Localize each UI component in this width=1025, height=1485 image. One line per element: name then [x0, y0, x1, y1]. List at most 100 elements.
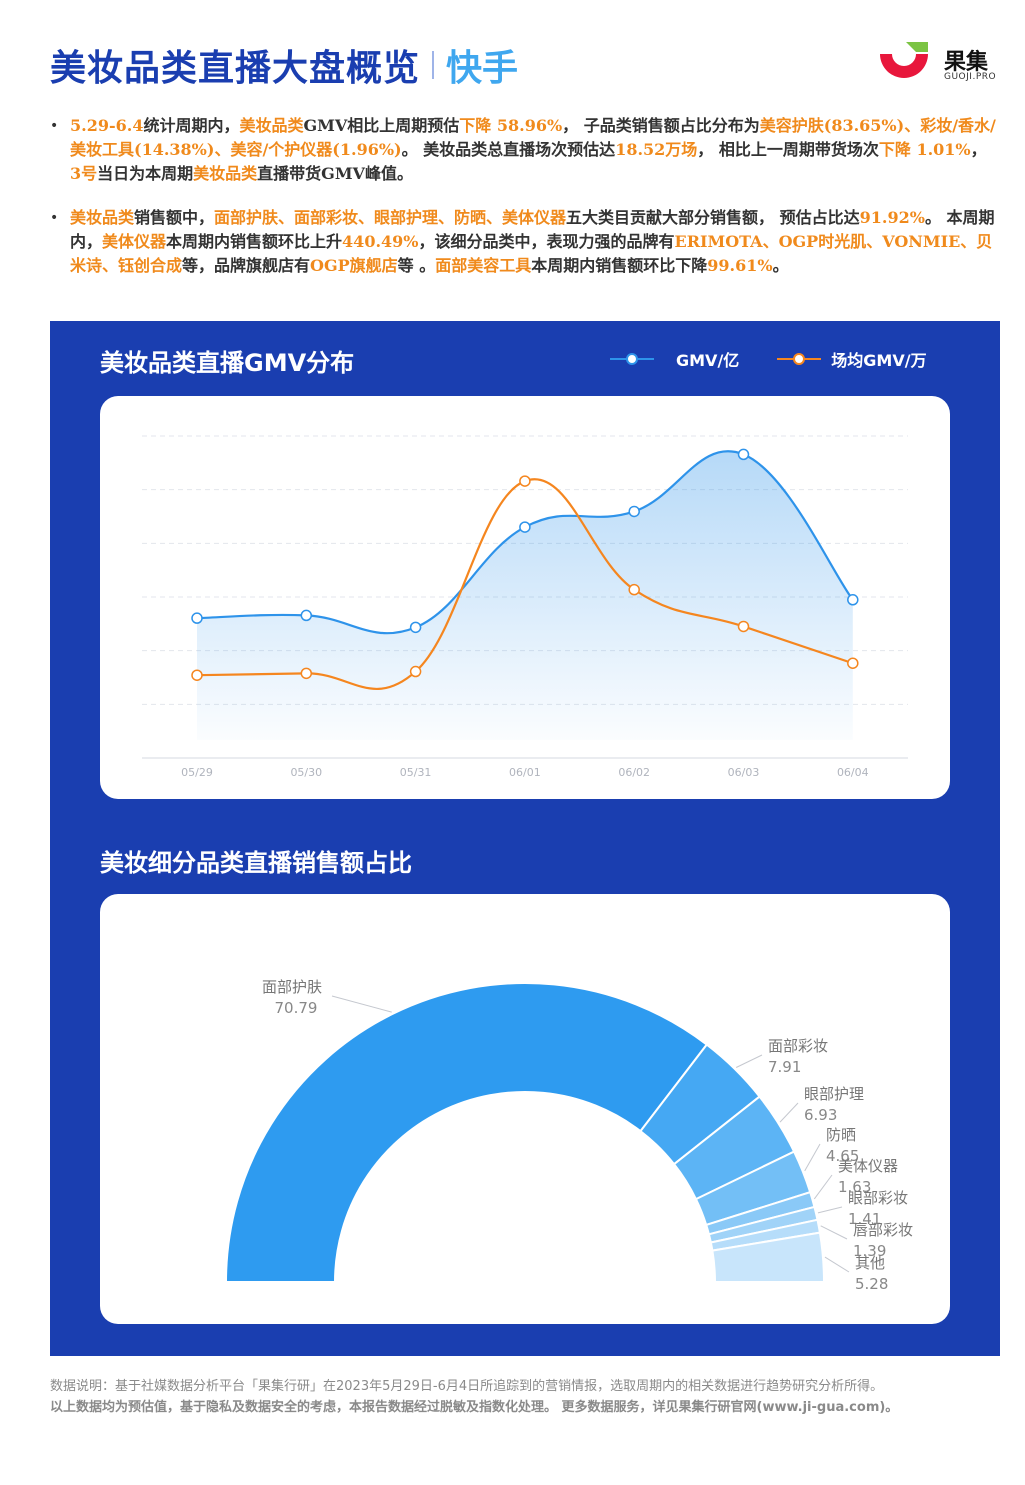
text-segment: 。 本周期内， — [70, 208, 995, 251]
text-segment: 等，品牌旗舰店有 — [182, 256, 311, 275]
legend-gmv-label: GMV/亿 — [676, 351, 740, 370]
text-segment: 本周期内销售额环比下降 — [531, 256, 708, 275]
text-segment: 下降 58.96% — [459, 116, 563, 135]
text-segment: 91.92% — [859, 208, 925, 227]
text-segment: 下降 1.01% — [878, 140, 971, 159]
leader-line — [804, 1143, 821, 1172]
bullet-dot: • — [50, 210, 59, 226]
page-header: 美妆品类直播大盘概览 快手 — [50, 40, 518, 90]
text-segment: 440.49% — [342, 232, 419, 251]
slice-label: 防晒 — [826, 1126, 856, 1144]
leader-line — [820, 1225, 848, 1240]
summary-paragraph-1: 5.29-6.4统计周期内，美妆品类GMV相比上周期预估下降 58.96%， 子… — [70, 114, 1002, 186]
line-chart-card: 05/29 05/30 05/31 06/01 06/02 06/03 06/04 — [100, 396, 950, 799]
slice-value: 70.79 — [275, 999, 318, 1017]
text-segment: 等 。 — [397, 256, 436, 275]
footer-line-2: 以上数据均为预估值，基于隐私及数据安全的考虑，本报告数据经过脱敏及指数化处理。 … — [50, 1400, 899, 1415]
slice-label: 眼部彩妆 — [848, 1189, 908, 1207]
slice-label: 面部彩妆 — [768, 1037, 828, 1055]
text-segment: 五大类目贡献大部分销售额， 预估占比达 — [566, 208, 860, 227]
leader-line — [824, 1256, 850, 1273]
text-segment: 。 — [772, 256, 789, 275]
text-segment: 本周期内销售额环比上升 — [166, 232, 343, 251]
data-point — [409, 665, 422, 678]
line-chart: 05/29 05/30 05/31 06/01 06/02 06/03 06/04 — [142, 435, 908, 779]
slice-value: 4.65 — [826, 1147, 859, 1165]
text-segment: 。 美妆品类总直播场次预估达 — [401, 140, 616, 159]
leader-line — [817, 1206, 843, 1214]
text-segment: ， — [970, 140, 987, 159]
series-area-0 — [197, 451, 853, 740]
line-chart-legend: GMV/亿 场均GMV/万 — [610, 347, 927, 371]
x-tick-label: 05/29 — [181, 766, 213, 779]
data-point — [191, 669, 203, 681]
data-point — [519, 521, 531, 533]
slice-value: 1.39 — [853, 1242, 886, 1260]
data-point — [628, 505, 640, 518]
data-point — [300, 609, 313, 622]
data-point — [628, 583, 640, 596]
text-segment: 99.61% — [707, 256, 773, 275]
slice-label: 美体仪器 — [838, 1157, 898, 1175]
data-point — [737, 620, 750, 633]
brand-logo: 果集 GUOJI.PRO — [876, 40, 1006, 90]
slice-label: 其他 — [855, 1254, 885, 1272]
x-tick-label: 06/02 — [618, 766, 650, 779]
slice-value: 5.28 — [855, 1275, 888, 1293]
text-segment: ， 子品类销售额占比分布为 — [562, 116, 760, 135]
text-segment: ERIMOTA、OGP时光肌、VONMIE、贝米诗、钰创合成 — [70, 232, 993, 275]
legend-avg-marker-icon — [777, 353, 822, 365]
x-tick-label: 06/04 — [837, 766, 869, 779]
text-segment: 美容护肤(83.65%)、彩妆/香水/美妆工具(14.38%)、美容/个护仪器(… — [70, 116, 996, 159]
text-segment: OGP旗舰店 — [310, 256, 398, 275]
footer-note: 数据说明：基于社媒数据分析平台「果集行研」在2023年5月29日-6月4日所追踪… — [50, 1376, 1000, 1418]
slice-value: 7.91 — [768, 1058, 801, 1076]
data-point — [409, 621, 422, 634]
text-segment: ， 相比上一周期带货场次 — [697, 140, 879, 159]
legend-gmv: GMV/亿 — [610, 347, 739, 371]
data-point — [847, 594, 859, 606]
text-segment: 美妆品类 — [193, 164, 258, 183]
x-tick-label: 06/03 — [728, 766, 760, 779]
text-segment: 美妆品类 — [70, 208, 135, 227]
text-segment: GMV相比上周期预估 — [303, 116, 460, 135]
logo-subtext: GUOJI.PRO — [944, 72, 997, 82]
slice-value: 1.63 — [838, 1178, 871, 1196]
slice-label: 唇部彩妆 — [853, 1221, 913, 1239]
x-tick-label: 05/31 — [400, 766, 432, 779]
text-segment: 直播带货GMV峰值。 — [257, 164, 413, 183]
logo-mark-icon — [880, 42, 928, 78]
donut-slice — [224, 982, 709, 1283]
title-separator — [432, 51, 435, 79]
leader-line — [735, 1054, 763, 1068]
leader-line — [331, 995, 392, 1013]
text-segment: 美妆品类 — [239, 116, 304, 135]
text-segment: 5.29-6.4 — [70, 116, 144, 135]
text-segment: 18.52万场 — [615, 140, 698, 159]
data-point — [847, 657, 859, 669]
line-chart-title: 美妆品类直播GMV分布 — [100, 349, 355, 377]
data-point — [191, 612, 203, 624]
text-segment: ，该细分品类中，表现力强的品牌有 — [418, 232, 675, 251]
text-segment: 3号 — [70, 164, 98, 183]
donut-chart-card: 面部护肤 70.79 面部彩妆 7.91 眼部护理 6.93 防晒 4.65 美体仪器 1.63 眼… — [100, 894, 950, 1324]
legend-gmv-marker-icon — [610, 353, 654, 365]
page-subtitle: 快手 — [446, 48, 519, 89]
slice-label: 面部护肤 — [262, 978, 322, 996]
x-tick-label: 05/30 — [290, 766, 322, 779]
slice-label: 眼部护理 — [804, 1085, 864, 1103]
page-title: 美妆品类直播大盘概览 — [50, 48, 421, 89]
text-segment: 统计周期内， — [143, 116, 240, 135]
data-point — [737, 448, 750, 461]
donut-chart-title: 美妆细分品类直播销售额占比 — [100, 849, 412, 877]
summary-paragraph-2: 美妆品类销售额中，面部护肤、面部彩妆、眼部护理、防晒、美体仪器五大类目贡献大部分… — [70, 206, 1002, 278]
data-point — [519, 475, 531, 487]
data-point — [300, 667, 313, 680]
donut-slice — [711, 1231, 826, 1283]
text-segment: 面部美容工具 — [435, 256, 532, 275]
leader-line — [779, 1102, 799, 1123]
x-tick-label: 06/01 — [509, 766, 541, 779]
logo-name: 果集 — [944, 50, 989, 75]
text-segment: 美体仪器 — [102, 232, 167, 251]
